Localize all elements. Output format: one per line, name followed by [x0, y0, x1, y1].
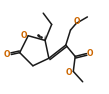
Text: O: O: [65, 68, 72, 77]
Text: O: O: [87, 49, 94, 58]
Polygon shape: [44, 35, 46, 40]
Text: O: O: [4, 50, 10, 60]
Text: O: O: [74, 17, 80, 26]
Text: O: O: [21, 31, 27, 40]
